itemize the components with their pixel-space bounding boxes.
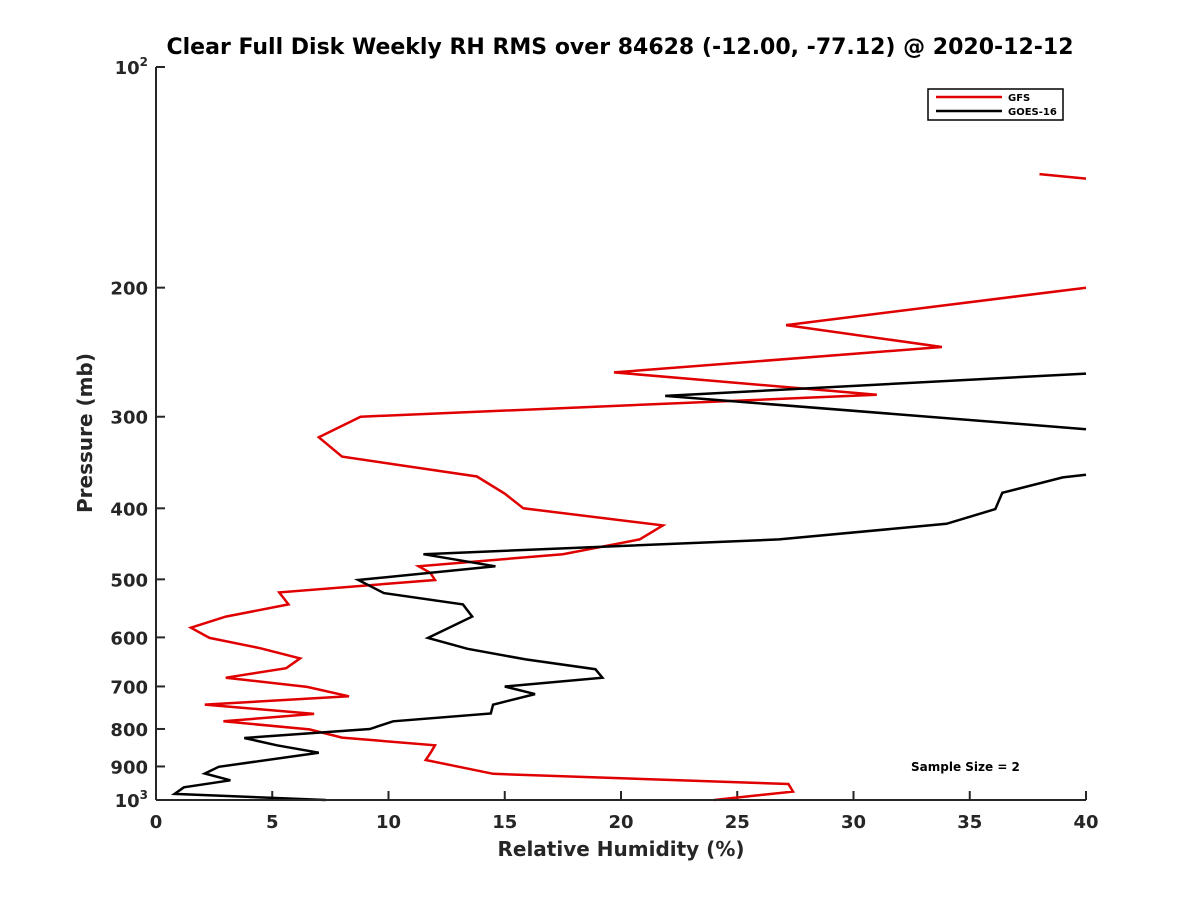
x-tick-label: 20 — [608, 812, 633, 833]
y-axis-label: Pressure (mb) — [73, 353, 97, 513]
legend-box — [927, 88, 1064, 121]
x-tick-label: 15 — [492, 812, 517, 833]
x-tick-label: 10 — [376, 812, 401, 833]
x-tick-label: 35 — [957, 812, 982, 833]
series-line-gfs — [187, 286, 1087, 802]
y-tick-exponent: 3 — [140, 788, 148, 802]
y-tick-label: 900 — [110, 757, 148, 778]
series-line-goes16 — [170, 473, 1087, 802]
x-tick-label: 40 — [1073, 812, 1098, 833]
x-tick-label: 5 — [266, 812, 279, 833]
y-tick-label: 800 — [110, 720, 148, 741]
y-tick-label: 200 — [110, 279, 148, 300]
series-layer — [170, 172, 1087, 802]
legend-label-goes16: GOES-16 — [1008, 107, 1057, 118]
x-axis-ticks: 0 5 10 15 20 25 30 35 40 — [150, 791, 1099, 833]
chart-title: Clear Full Disk Weekly RH RMS over 84628… — [166, 35, 1073, 60]
series-line-goes16 — [665, 372, 1087, 431]
x-axis-label: Relative Humidity (%) — [497, 837, 744, 861]
y-tick-label: 600 — [110, 628, 148, 649]
sample-size-annotation: Sample Size = 2 — [911, 760, 1020, 774]
y-tick-label: 700 — [110, 677, 148, 698]
y-tick-exponent: 2 — [140, 55, 148, 69]
legend: GFS GOES-16 — [927, 88, 1064, 121]
x-tick-label: 25 — [725, 812, 750, 833]
y-tick-label: 300 — [110, 408, 148, 429]
y-tick-label: 500 — [110, 570, 148, 591]
x-tick-label: 0 — [150, 812, 163, 833]
y-tick-label: 400 — [110, 499, 148, 520]
series-line-gfs — [1039, 172, 1087, 180]
legend-label-gfs: GFS — [1008, 93, 1030, 104]
x-tick-label: 30 — [841, 812, 866, 833]
